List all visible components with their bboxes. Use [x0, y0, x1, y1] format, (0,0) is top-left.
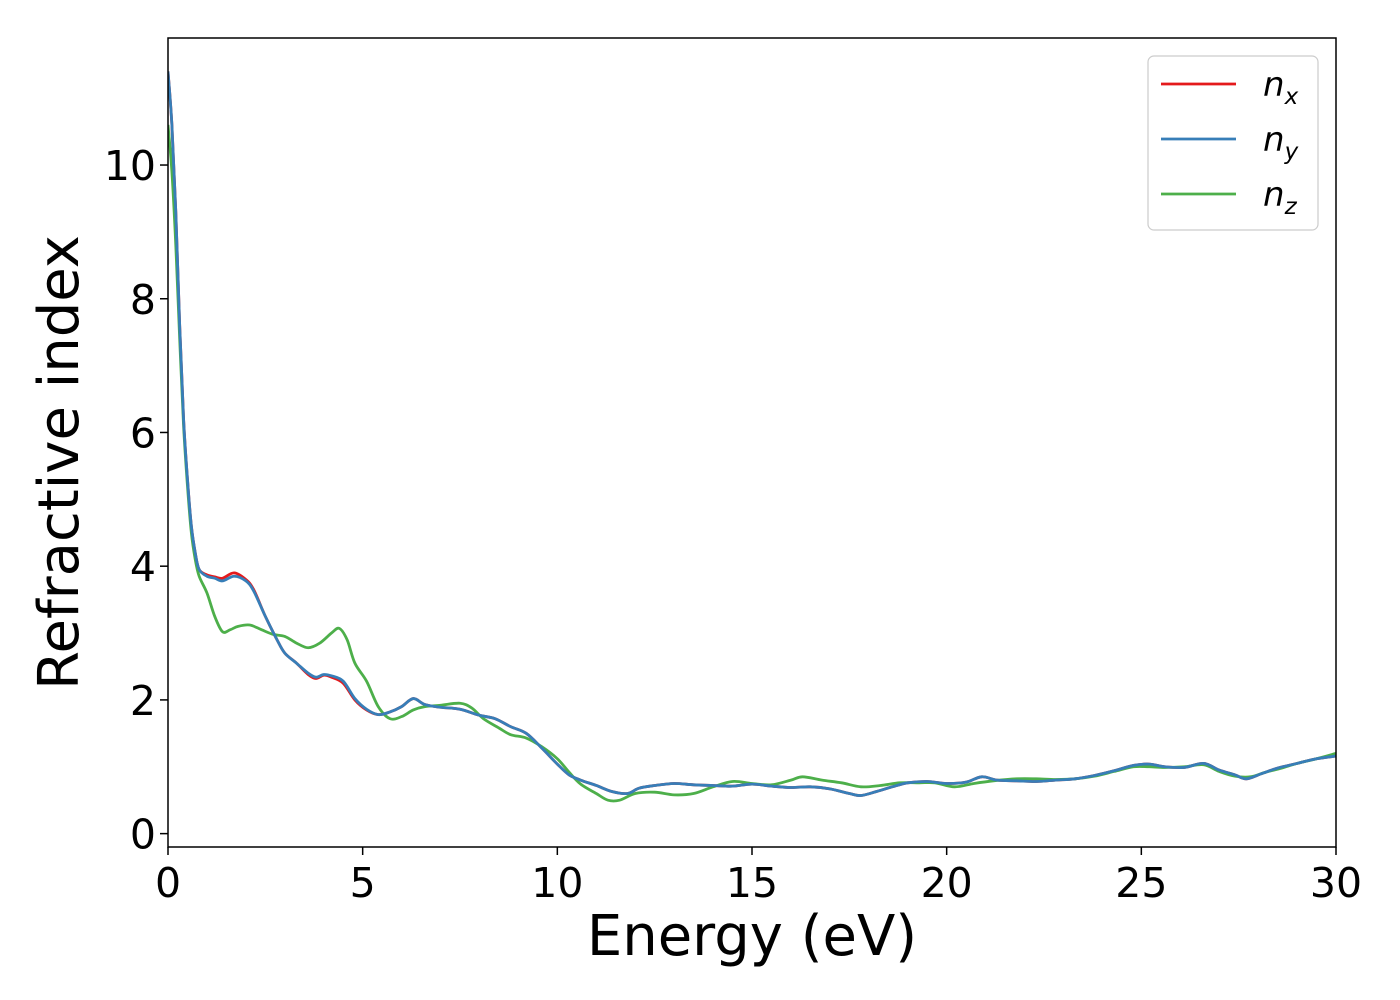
x-tick-label: 25	[1115, 859, 1167, 907]
y-tick-label: 8	[130, 276, 156, 324]
legend-box	[1147, 55, 1319, 231]
x-axis-ticks: 0 5 10 15 20 25 30	[155, 847, 1362, 907]
x-tick-label: 30	[1310, 859, 1362, 907]
legend: nx ny nz	[1147, 55, 1319, 231]
y-tick-label: 2	[130, 677, 156, 725]
series-line-ny	[168, 71, 1336, 797]
x-tick-label: 20	[921, 859, 973, 907]
y-axis-ticks: 0 2 4 6 8 10	[104, 142, 168, 859]
y-tick-label: 10	[104, 142, 156, 190]
legend-label-ny: ny	[1263, 120, 1299, 165]
x-tick-label: 10	[531, 859, 583, 907]
legend-label-nx: nx	[1263, 65, 1299, 110]
series-layer	[168, 71, 1336, 803]
x-tick-label: 5	[350, 859, 376, 907]
y-tick-label: 4	[130, 543, 156, 591]
legend-label-nz: nz	[1263, 175, 1298, 220]
y-axis-label: Refractive index	[27, 235, 92, 690]
x-axis-label: Energy (eV)	[587, 904, 917, 969]
x-tick-label: 0	[155, 859, 181, 907]
x-tick-label: 15	[726, 859, 778, 907]
y-tick-label: 0	[130, 811, 156, 859]
y-tick-label: 6	[130, 409, 156, 457]
